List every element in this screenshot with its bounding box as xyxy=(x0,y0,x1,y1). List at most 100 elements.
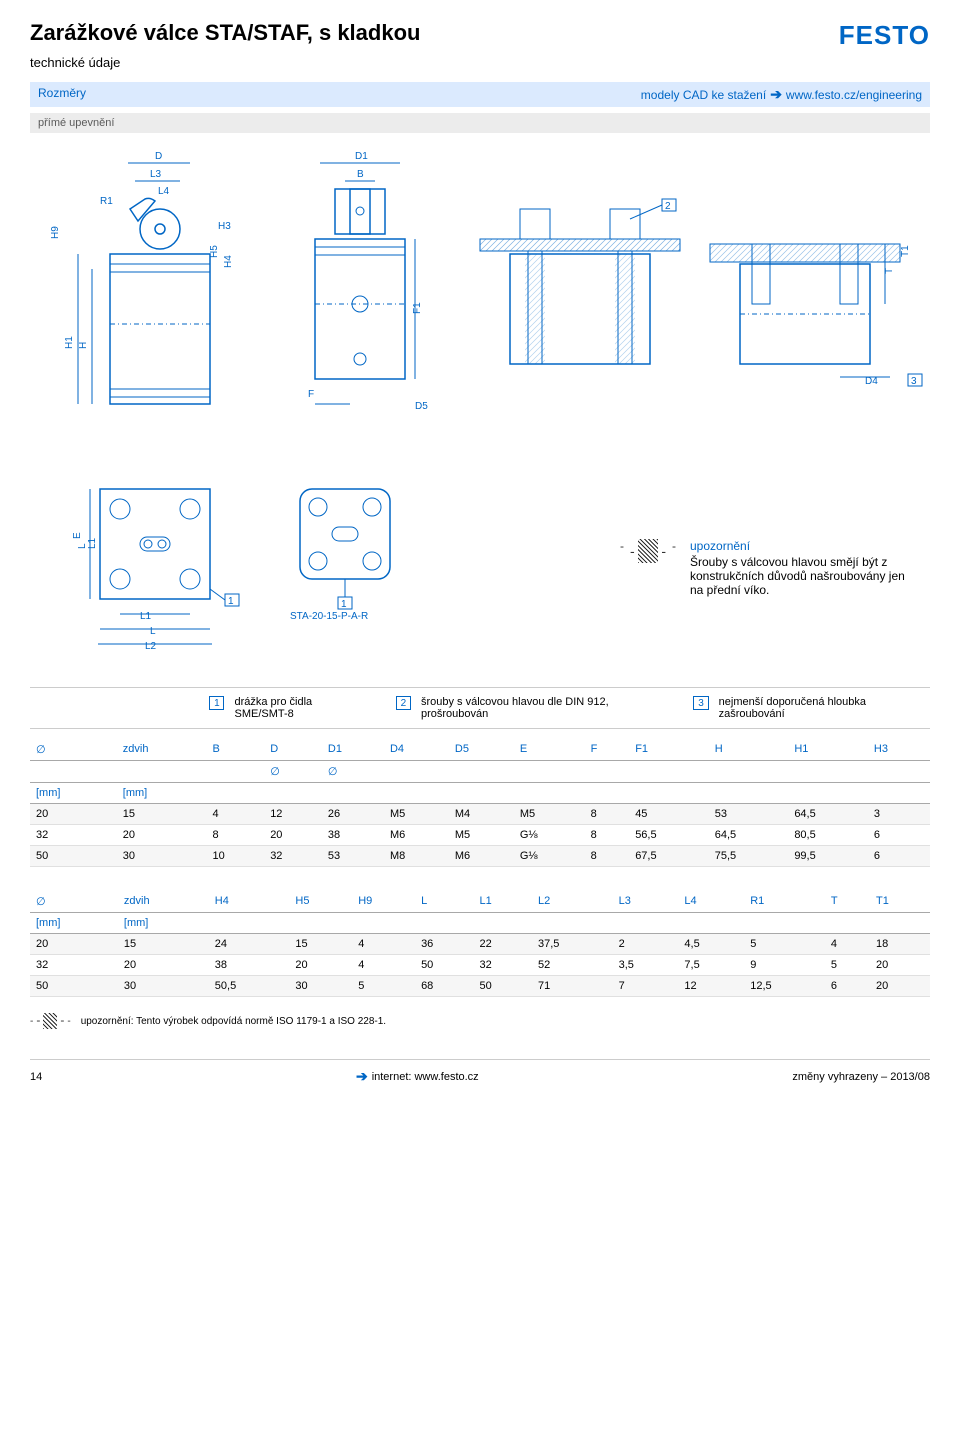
svg-text:D4: D4 xyxy=(865,376,878,387)
section-left: Rozměry xyxy=(38,86,86,103)
table-header xyxy=(352,913,415,934)
svg-text:L1: L1 xyxy=(87,537,98,549)
svg-text:L: L xyxy=(150,626,156,637)
svg-text:H1: H1 xyxy=(64,336,75,349)
table-header xyxy=(788,783,868,804)
section-sub: přímé upevnění xyxy=(30,113,930,133)
section-bar: Rozměry modely CAD ke stažení ➔ www.fest… xyxy=(30,82,930,107)
svg-text:3: 3 xyxy=(911,376,917,387)
table-header: D xyxy=(264,739,322,761)
table-header xyxy=(613,913,679,934)
table-header: zdvih xyxy=(118,891,209,913)
table-header: L4 xyxy=(678,891,744,913)
table-header: T xyxy=(825,891,870,913)
svg-text:D1: D1 xyxy=(355,151,368,162)
svg-text:1: 1 xyxy=(341,599,347,610)
svg-text:H3: H3 xyxy=(218,221,231,232)
table-row: 3220382045032523,57,59520 xyxy=(30,955,930,976)
drawings-area: D L3 L4 R1 H9 H1 H xyxy=(30,139,930,679)
table-header xyxy=(709,783,789,804)
svg-text:F1: F1 xyxy=(412,302,423,314)
table-header xyxy=(206,783,264,804)
svg-text:2: 2 xyxy=(665,201,671,212)
svg-text:T1: T1 xyxy=(900,245,911,257)
svg-text:R1: R1 xyxy=(100,196,113,207)
svg-text:1: 1 xyxy=(228,596,234,607)
iso-footnote: - - upozornění: Tento výrobek odpovídá n… xyxy=(30,1013,930,1029)
table-header: H5 xyxy=(289,891,352,913)
table-header: ∅ xyxy=(322,761,384,783)
warning-note: - - upozornění Šrouby s válcovou hlavou … xyxy=(620,539,920,597)
table-row: 322082038M6M5G⅛856,564,580,56 xyxy=(30,825,930,846)
table-header xyxy=(870,913,930,934)
table-row: 5030103253M8M6G⅛867,575,599,56 xyxy=(30,846,930,867)
warning-text: Šrouby s válcovou hlavou smějí být z kon… xyxy=(690,555,920,597)
arrow-icon: ➔ xyxy=(770,86,782,103)
table-header: F xyxy=(585,739,630,761)
table-header: [mm] xyxy=(30,783,117,804)
table-header xyxy=(585,783,630,804)
footer-right: změny vyhrazeny – 2013/08 xyxy=(792,1071,930,1083)
callout-1: 1 drážka pro čidla SME/SMT-8 xyxy=(209,696,365,720)
table-header xyxy=(585,761,630,783)
table-header xyxy=(449,761,514,783)
table-header: L2 xyxy=(532,891,613,913)
page-footer: 14 ➔ internet: www.festo.cz změny vyhraz… xyxy=(30,1059,930,1085)
svg-text:D5: D5 xyxy=(415,401,428,412)
svg-text:L1: L1 xyxy=(140,611,152,622)
part-label: STA-20-15-P-A-R xyxy=(290,611,368,622)
table-header: T1 xyxy=(870,891,930,913)
table-row: 503050,530568507171212,5620 xyxy=(30,976,930,997)
table-header: L xyxy=(415,891,473,913)
table-header xyxy=(788,761,868,783)
table-header xyxy=(117,761,207,783)
table-header xyxy=(678,913,744,934)
table-header: H3 xyxy=(868,739,930,761)
table-row: 201524154362237,524,55418 xyxy=(30,934,930,955)
table-header xyxy=(206,761,264,783)
table-header: ∅ xyxy=(30,891,118,913)
callout-2: 2 šrouby s válcovou hlavou dle DIN 912, … xyxy=(396,696,664,720)
table-header: L1 xyxy=(474,891,532,913)
table-header: H4 xyxy=(209,891,290,913)
page-subtitle: technické údaje xyxy=(30,55,930,70)
svg-text:L4: L4 xyxy=(158,186,170,197)
dimensions-table-1: ∅zdvihBDD1D4D5EFF1HH1H3 ∅∅ [mm][mm] 2015… xyxy=(30,739,930,867)
svg-text:D: D xyxy=(155,151,162,162)
svg-text:B: B xyxy=(357,169,364,180)
table-header: H1 xyxy=(788,739,868,761)
table-header xyxy=(629,761,709,783)
table-header: E xyxy=(514,739,585,761)
table-header xyxy=(868,761,930,783)
table-header xyxy=(384,761,449,783)
svg-text:F: F xyxy=(308,389,314,400)
dimensions-table-2: ∅zdvihH4H5H9LL1L2L3L4R1TT1 [mm][mm] 2015… xyxy=(30,891,930,997)
table-header xyxy=(264,783,322,804)
table-header xyxy=(532,913,613,934)
arrow-icon: ➔ xyxy=(356,1068,368,1085)
table-header xyxy=(825,913,870,934)
table-header: L3 xyxy=(613,891,679,913)
table-header: ∅ xyxy=(264,761,322,783)
table-header xyxy=(384,783,449,804)
svg-text:L2: L2 xyxy=(145,641,157,652)
section-right: modely CAD ke stažení ➔ www.festo.cz/eng… xyxy=(641,86,922,103)
table-row: 201541226M5M4M58455364,53 xyxy=(30,804,930,825)
table-header xyxy=(629,783,709,804)
table-header xyxy=(514,761,585,783)
callout-3: 3 nejmenší doporučená hloubka zašroubová… xyxy=(693,696,922,720)
table-header: D5 xyxy=(449,739,514,761)
table-header: [mm] xyxy=(30,913,118,934)
table-header xyxy=(415,913,473,934)
svg-text:H: H xyxy=(78,342,89,349)
cad-link[interactable]: www.festo.cz/engineering xyxy=(786,88,922,102)
hatch-icon xyxy=(638,539,658,563)
table-header: H xyxy=(709,739,789,761)
table-header xyxy=(449,783,514,804)
table-header xyxy=(709,761,789,783)
table-header: F1 xyxy=(629,739,709,761)
table-header: [mm] xyxy=(118,913,209,934)
page-number: 14 xyxy=(30,1071,42,1083)
svg-text:H5: H5 xyxy=(209,245,220,258)
footer-link[interactable]: internet: www.festo.cz xyxy=(372,1071,479,1083)
